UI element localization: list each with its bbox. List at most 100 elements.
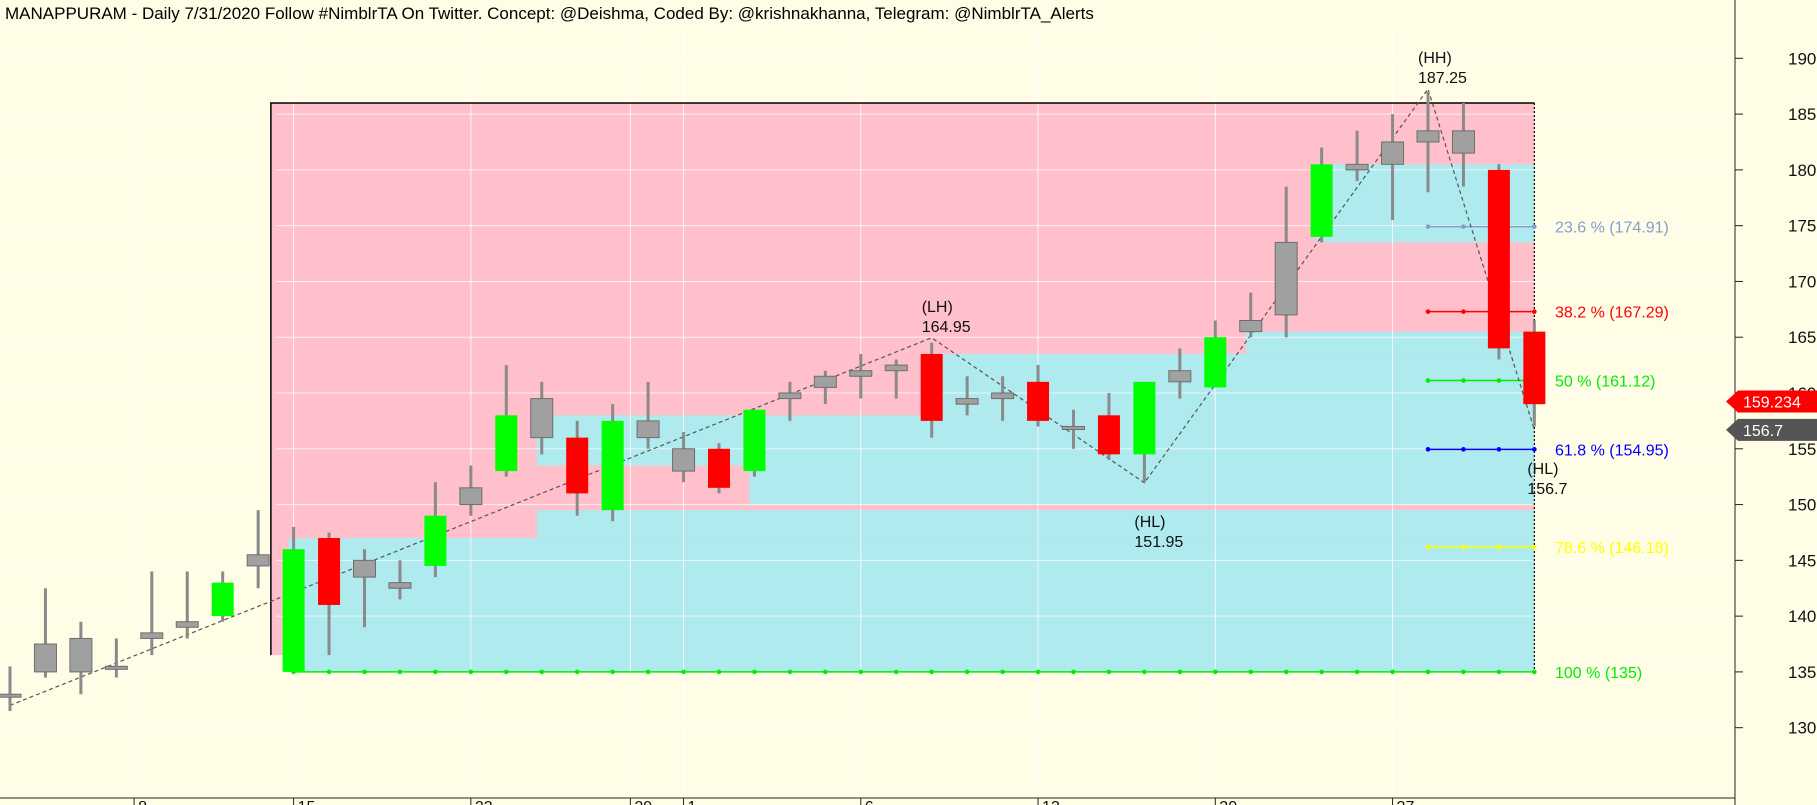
candle-body xyxy=(1310,164,1333,237)
fib-level-marker xyxy=(539,669,545,675)
swing-label-kind: (HH) xyxy=(1418,50,1452,67)
swing-label-kind: (HL) xyxy=(1527,461,1558,478)
fib-level-marker xyxy=(574,669,580,675)
fib-level-marker xyxy=(681,669,686,675)
candle xyxy=(530,381,554,455)
axis-tick-label: 170 xyxy=(1788,272,1816,291)
candle-body xyxy=(778,392,802,400)
swing-label-price: 156.7 xyxy=(1527,481,1567,498)
date-axis-label: 29 xyxy=(634,799,652,805)
fib-level-marker xyxy=(433,669,438,675)
candle xyxy=(424,482,447,578)
candle-body xyxy=(566,437,589,494)
fib-level-marker xyxy=(1461,447,1466,452)
candle-body xyxy=(318,538,341,605)
fib-level-marker xyxy=(1425,669,1431,675)
candle-body xyxy=(530,398,554,439)
candle-body xyxy=(104,665,128,670)
zigzag-line xyxy=(9,87,1535,706)
candle-body xyxy=(246,554,270,567)
candle xyxy=(1274,186,1298,338)
fib-level-label: 50 % (161.12) xyxy=(1555,374,1656,391)
fib-level-marker xyxy=(504,669,509,675)
candle xyxy=(955,376,979,416)
candle xyxy=(991,376,1015,421)
fib-level-marker xyxy=(1532,309,1537,314)
candle xyxy=(211,571,234,622)
axis-tick-label: 165 xyxy=(1788,328,1816,347)
candle xyxy=(1204,320,1227,388)
candle xyxy=(743,409,766,477)
fib-level-marker xyxy=(397,669,403,675)
candle xyxy=(1381,114,1405,221)
candle xyxy=(920,342,943,438)
fib-level-marker xyxy=(362,669,367,675)
price-zones xyxy=(270,57,1535,729)
candle xyxy=(1239,292,1263,338)
candle-body xyxy=(1487,169,1510,349)
candle xyxy=(708,443,730,494)
fib-level-marker xyxy=(716,669,722,675)
candle xyxy=(1523,320,1546,427)
price-tag-label: 159.234 xyxy=(1743,395,1801,412)
candle-body xyxy=(920,353,943,421)
axis-tick-label: 130 xyxy=(1788,719,1816,738)
date-axis-label: 1 xyxy=(688,799,697,805)
fib-level-marker xyxy=(1461,544,1466,550)
fib-level-label: 38.2 % (167.29) xyxy=(1555,305,1669,322)
fib-level-marker xyxy=(1461,224,1466,229)
candle-body xyxy=(813,375,837,388)
candle xyxy=(672,432,696,483)
fib-level-marker xyxy=(752,669,757,675)
swing-label-price: 151.95 xyxy=(1134,534,1183,551)
fib-level-marker xyxy=(1390,669,1395,675)
date-axis-label: 27 xyxy=(1397,799,1415,805)
candle-body xyxy=(672,448,696,472)
candle-body xyxy=(1133,381,1156,455)
date-axis: 8 15 22 29 1 6 13 20 27 xyxy=(0,797,1735,805)
date-axis-label: 8 xyxy=(138,799,147,805)
candle-body xyxy=(69,637,93,673)
fib-level-marker xyxy=(1461,309,1466,314)
fib-level-marker xyxy=(610,669,615,675)
fib-level-marker xyxy=(1461,378,1466,383)
candle-body xyxy=(388,582,412,589)
fib-level-marker xyxy=(929,669,934,675)
candle-body xyxy=(601,420,624,511)
fib-level-marker xyxy=(1035,669,1041,675)
candle xyxy=(175,571,199,639)
swing-label-price: 187.25 xyxy=(1418,70,1467,87)
date-axis-label: 13 xyxy=(1042,799,1060,805)
fib-level-marker xyxy=(468,669,474,675)
candle xyxy=(388,560,412,600)
candle xyxy=(140,571,164,656)
candle-body xyxy=(1523,331,1546,405)
candle-body xyxy=(955,398,979,405)
candle-body xyxy=(1204,337,1227,388)
zone-frame-line xyxy=(270,102,1535,656)
candle xyxy=(1487,164,1510,360)
fib-level-marker xyxy=(1177,669,1183,675)
candle-body xyxy=(424,515,447,566)
zone-cyan xyxy=(536,510,1535,539)
fib-level-marker xyxy=(1106,669,1112,675)
candle xyxy=(69,621,93,695)
candle xyxy=(282,526,305,672)
candle-body xyxy=(1168,370,1192,383)
fib-level-marker xyxy=(1425,544,1431,550)
fib-level-marker xyxy=(1319,669,1324,675)
axis-tick-label: 155 xyxy=(1788,440,1816,459)
candle xyxy=(813,370,837,405)
candles xyxy=(0,91,1546,711)
fib-level-marker xyxy=(1461,669,1466,675)
candle-body xyxy=(495,415,518,472)
candle-body xyxy=(1451,130,1475,154)
candle-body xyxy=(708,448,730,488)
candle-body xyxy=(849,370,873,377)
candle-body xyxy=(459,487,483,506)
fib-level-marker xyxy=(1248,669,1254,675)
price-tag xyxy=(1726,390,1817,413)
candle-body xyxy=(1416,130,1440,143)
fib-level-marker xyxy=(1532,544,1537,550)
fib-level-marker xyxy=(1425,309,1431,314)
